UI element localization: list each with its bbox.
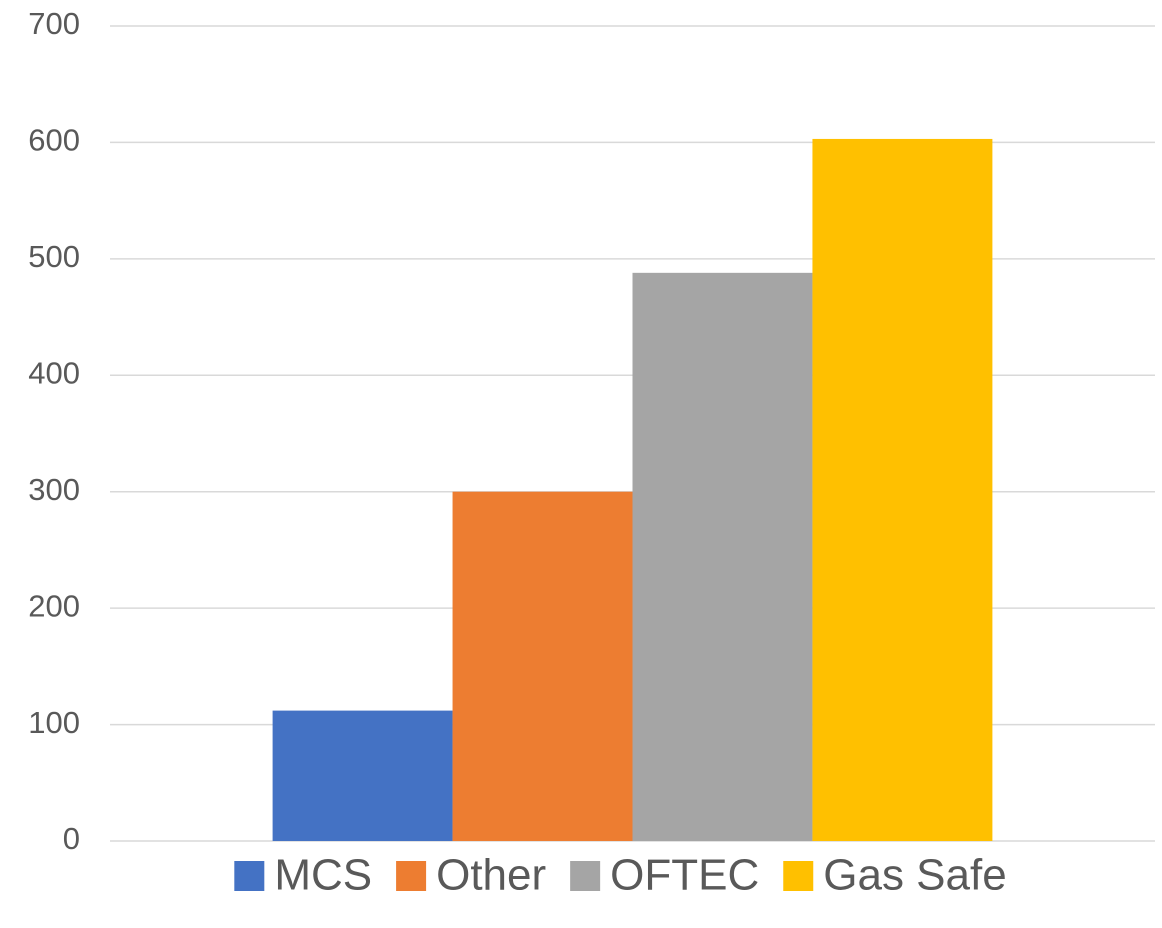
y-tick-label: 300: [28, 472, 80, 507]
bar: [272, 710, 453, 841]
bar: [812, 138, 993, 841]
y-tick-label: 500: [28, 239, 80, 274]
y-tick-label: 200: [28, 588, 80, 623]
legend-swatch: [396, 861, 427, 891]
bar: [452, 491, 633, 841]
legend-swatch: [570, 861, 601, 891]
y-tick-label: 0: [63, 821, 80, 856]
y-tick-label: 400: [28, 355, 80, 390]
legend-swatch: [234, 861, 265, 891]
y-tick-label: 700: [28, 6, 80, 41]
y-tick-label: 600: [28, 123, 80, 158]
legend-label: Gas Safe: [823, 851, 1006, 900]
bar: [632, 272, 813, 841]
legend-label: Other: [436, 851, 546, 900]
y-tick-label: 100: [28, 705, 80, 740]
legend-swatch: [783, 861, 814, 891]
legend-label: MCS: [274, 851, 372, 900]
legend-label: OFTEC: [610, 851, 759, 900]
